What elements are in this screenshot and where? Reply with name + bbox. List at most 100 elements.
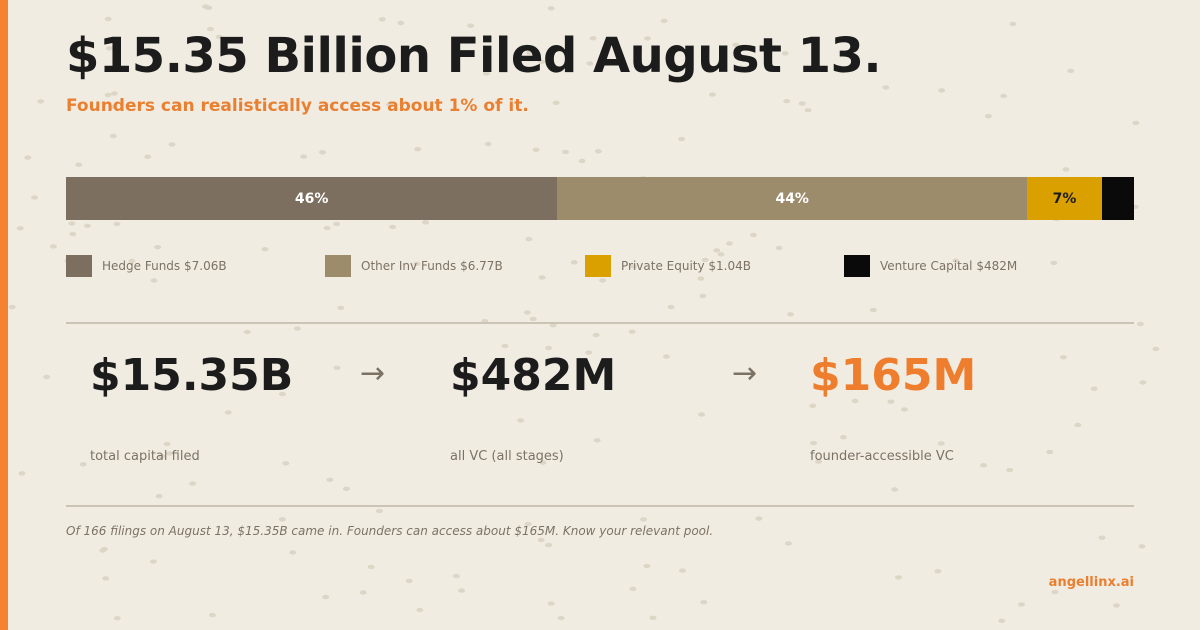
background-dot bbox=[1051, 589, 1059, 595]
background-dot bbox=[984, 114, 992, 119]
background-dot bbox=[208, 612, 216, 618]
background-dot bbox=[68, 221, 76, 226]
footnote: Of 166 filings on August 13, $15.35B cam… bbox=[66, 524, 714, 538]
background-dot bbox=[517, 418, 525, 423]
background-dot bbox=[1136, 321, 1144, 327]
background-dot bbox=[1009, 21, 1017, 27]
background-dot bbox=[100, 546, 108, 552]
background-dot bbox=[547, 6, 555, 11]
vc-capital-value: $482M bbox=[450, 350, 617, 401]
segment-private-equity: 7% bbox=[1027, 177, 1102, 220]
background-dot bbox=[810, 440, 818, 446]
background-dot bbox=[109, 133, 117, 139]
background-dot bbox=[1152, 346, 1160, 352]
brand-link[interactable]: angellinx.ai bbox=[1048, 575, 1134, 590]
background-dot bbox=[599, 278, 607, 283]
background-dot bbox=[278, 517, 286, 522]
left-accent-bar bbox=[0, 0, 8, 630]
background-dot bbox=[75, 162, 83, 167]
background-dot bbox=[570, 260, 578, 265]
background-dot bbox=[31, 195, 39, 200]
background-dot bbox=[699, 293, 707, 299]
background-dot bbox=[1062, 167, 1070, 172]
background-dot bbox=[726, 241, 734, 246]
background-dot bbox=[1060, 355, 1067, 360]
background-dot bbox=[713, 248, 721, 253]
background-dot bbox=[243, 329, 251, 335]
background-dot bbox=[168, 142, 176, 147]
total-capital-caption: total capital filed bbox=[90, 449, 200, 464]
background-dot bbox=[537, 537, 545, 543]
background-dot bbox=[378, 17, 386, 22]
background-dot bbox=[667, 304, 675, 310]
background-dot bbox=[163, 441, 171, 447]
background-dot bbox=[1050, 260, 1058, 266]
background-dot bbox=[452, 573, 460, 579]
legend-swatch-other-inv-funds bbox=[325, 255, 351, 277]
background-dot bbox=[205, 5, 213, 10]
background-dot bbox=[149, 559, 157, 564]
legend-item-other-inv-funds: Other Inv Funds $6.77B bbox=[325, 255, 503, 277]
background-dot bbox=[293, 326, 301, 331]
background-dot bbox=[697, 276, 705, 281]
background-dot bbox=[16, 226, 24, 231]
background-dot bbox=[1074, 422, 1082, 428]
legend-label: Hedge Funds $7.06B bbox=[102, 259, 227, 273]
background-dot bbox=[79, 462, 87, 467]
background-dot bbox=[458, 588, 466, 593]
vc-capital-caption: all VC (all stages) bbox=[450, 449, 564, 464]
background-dot bbox=[562, 149, 569, 155]
background-dot bbox=[202, 4, 210, 9]
background-dot bbox=[367, 564, 375, 570]
background-dot bbox=[359, 590, 367, 595]
headline: $15.35 Billion Filed August 13. bbox=[66, 28, 882, 84]
background-dot bbox=[104, 16, 112, 22]
background-dot bbox=[501, 343, 509, 349]
background-dot bbox=[155, 494, 163, 499]
right-arrow-icon: → bbox=[732, 356, 758, 391]
background-dot bbox=[224, 410, 232, 415]
background-dot bbox=[594, 149, 602, 154]
background-dot bbox=[154, 245, 162, 250]
background-dot bbox=[18, 471, 26, 476]
background-dot bbox=[397, 20, 405, 26]
background-dot bbox=[1138, 544, 1146, 549]
background-dot bbox=[649, 615, 657, 620]
background-dot bbox=[869, 307, 877, 313]
background-dot bbox=[547, 601, 555, 606]
background-dot bbox=[1090, 386, 1098, 391]
total-capital-value: $15.35B bbox=[90, 350, 294, 401]
legend-swatch-hedge-funds bbox=[66, 255, 92, 277]
background-dot bbox=[938, 88, 946, 93]
background-dot bbox=[840, 435, 847, 440]
background-dot bbox=[389, 224, 397, 230]
background-dot bbox=[326, 477, 334, 482]
segment-hedge-funds: 46% bbox=[66, 177, 558, 220]
background-dot bbox=[545, 542, 553, 548]
background-dot bbox=[593, 438, 601, 443]
background-dot bbox=[809, 403, 817, 408]
background-dot bbox=[628, 329, 636, 334]
background-dot bbox=[189, 481, 197, 486]
background-dot bbox=[261, 247, 269, 252]
background-dot bbox=[679, 568, 686, 573]
background-dot bbox=[980, 463, 987, 468]
founder-accessible-value: $165M bbox=[810, 350, 977, 401]
segment-venture-capital bbox=[1101, 177, 1134, 220]
background-dot bbox=[1132, 120, 1140, 126]
legend-label: Other Inv Funds $6.77B bbox=[361, 259, 503, 273]
background-dot bbox=[750, 232, 757, 238]
background-dot bbox=[289, 550, 297, 555]
background-dot bbox=[640, 517, 648, 522]
legend-item-venture-capital: Venture Capital $482M bbox=[844, 255, 1017, 277]
legend-item-private-equity: Private Equity $1.04B bbox=[585, 255, 751, 277]
background-dot bbox=[69, 231, 77, 237]
background-dot bbox=[700, 600, 708, 605]
background-dot bbox=[113, 616, 121, 621]
background-dot bbox=[333, 221, 341, 227]
founder-accessible-caption: founder-accessible VC bbox=[810, 449, 954, 464]
background-dot bbox=[113, 221, 121, 227]
background-dot bbox=[150, 278, 158, 283]
background-dot bbox=[333, 365, 341, 370]
background-dot bbox=[405, 578, 413, 584]
